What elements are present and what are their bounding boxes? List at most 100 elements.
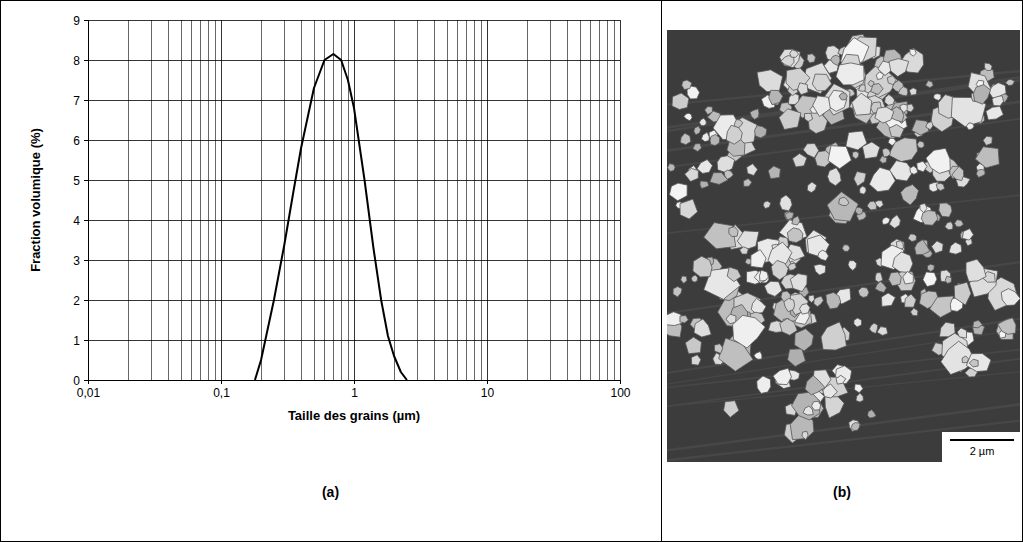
particle xyxy=(875,273,882,283)
particle xyxy=(909,88,917,95)
particle xyxy=(771,260,788,279)
particle xyxy=(773,368,792,385)
particle xyxy=(934,94,941,101)
particle xyxy=(848,261,857,271)
particle xyxy=(800,304,811,314)
particle xyxy=(803,406,813,415)
particle xyxy=(798,83,808,95)
particle xyxy=(680,316,689,323)
particle xyxy=(846,131,867,150)
particle xyxy=(955,220,964,227)
particle xyxy=(966,259,986,281)
particle xyxy=(685,168,699,181)
particle xyxy=(726,125,742,144)
particle xyxy=(668,164,676,172)
particle xyxy=(757,70,783,92)
particle xyxy=(812,74,831,91)
particle xyxy=(769,90,783,104)
x-tick-label: 1 xyxy=(351,386,358,400)
particle xyxy=(875,281,886,292)
y-grid-line xyxy=(88,340,620,341)
x-tick xyxy=(354,380,355,384)
particle xyxy=(700,118,707,126)
particle xyxy=(694,126,701,135)
y-tick-label: 3 xyxy=(73,254,80,268)
scale-bar-line xyxy=(950,439,1014,441)
x-tick xyxy=(487,380,488,384)
minor-grid-line xyxy=(567,20,568,380)
y-tick-label: 1 xyxy=(73,334,80,348)
particle xyxy=(805,376,825,395)
particle xyxy=(917,141,924,148)
particle xyxy=(908,234,917,241)
particle xyxy=(672,93,689,109)
particle xyxy=(871,84,883,95)
particle xyxy=(755,126,767,138)
particle xyxy=(754,352,762,360)
particle xyxy=(998,318,1016,335)
minor-grid-line xyxy=(151,20,152,380)
particle xyxy=(724,401,739,418)
particle xyxy=(835,366,851,385)
particle xyxy=(869,167,895,191)
x-tick xyxy=(620,380,621,384)
particle xyxy=(877,327,888,336)
minor-grid-line xyxy=(208,20,209,380)
particle xyxy=(727,267,741,282)
minor-grid-line xyxy=(215,20,216,380)
minor-grid-line xyxy=(284,20,285,380)
x-axis-title: Taille des grains (µm) xyxy=(288,408,420,423)
minor-grid-line xyxy=(341,20,342,380)
particle xyxy=(926,122,933,130)
chart: 0,010,11101000123456789Taille des grains… xyxy=(28,14,631,424)
particle xyxy=(885,95,895,106)
particle xyxy=(740,247,749,254)
minor-grid-line xyxy=(314,20,315,380)
minor-grid-line xyxy=(590,20,591,380)
y-tick xyxy=(84,380,88,381)
y-tick xyxy=(84,60,88,61)
particle xyxy=(802,431,808,439)
particle xyxy=(901,185,919,206)
particle xyxy=(853,151,859,159)
particle xyxy=(836,375,846,384)
particle xyxy=(697,160,713,174)
particle xyxy=(882,293,896,307)
particle xyxy=(889,59,909,77)
particle xyxy=(889,138,918,162)
y-grid-line xyxy=(88,180,620,181)
y-tick-label: 0 xyxy=(73,374,80,388)
particle xyxy=(939,203,952,217)
particle xyxy=(945,222,953,230)
particle xyxy=(793,154,807,167)
panel-label: (a) xyxy=(322,484,339,500)
x-grid-line xyxy=(221,20,222,380)
particle xyxy=(945,276,951,283)
y-tick-label: 8 xyxy=(73,54,80,68)
particle xyxy=(889,215,900,229)
x-tick-label: 100 xyxy=(610,386,630,400)
minor-grid-line xyxy=(580,20,581,380)
particle xyxy=(969,359,978,367)
x-tick-label: 10 xyxy=(481,386,495,400)
particle xyxy=(1001,289,1020,306)
particle xyxy=(763,201,771,209)
particle xyxy=(831,55,841,65)
particle xyxy=(812,401,821,410)
particle xyxy=(828,168,842,186)
particle xyxy=(889,272,902,286)
y-tick xyxy=(84,220,88,221)
particle xyxy=(717,156,735,173)
particle xyxy=(986,106,1004,120)
y-tick xyxy=(84,100,88,101)
frame xyxy=(1,1,1023,542)
particle xyxy=(685,337,701,354)
y-tick xyxy=(84,260,88,261)
particle xyxy=(785,212,794,220)
x-tick-label: 0,01 xyxy=(77,386,101,400)
particle xyxy=(920,204,927,213)
particle xyxy=(975,147,999,168)
minor-grid-line xyxy=(168,20,169,380)
particle xyxy=(684,113,692,121)
minor-grid-line xyxy=(474,20,475,380)
